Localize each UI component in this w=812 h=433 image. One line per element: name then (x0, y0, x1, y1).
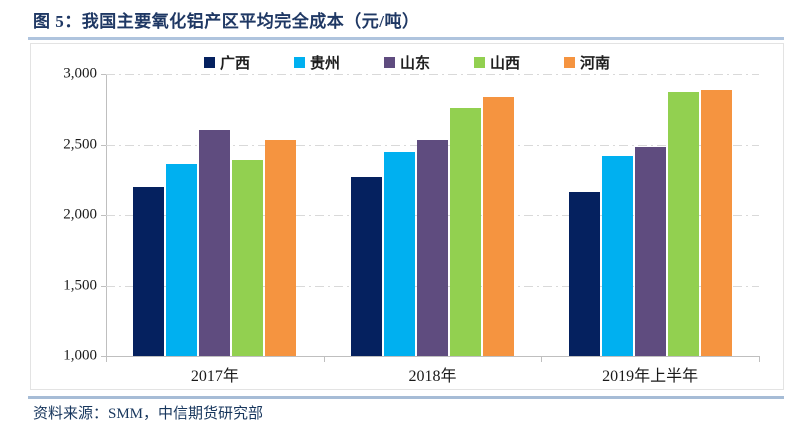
x-axis-tick (106, 356, 107, 362)
bar-河南-2019年上半年 (700, 89, 732, 356)
legend-swatch-icon (564, 57, 576, 68)
bar-山西-2018年 (449, 107, 481, 356)
legend-label: 广西 (219, 56, 250, 72)
bar-山西-2019年上半年 (667, 92, 699, 356)
source-note: 资料来源：SMM，中信期货研究部 (33, 406, 264, 422)
legend-item-山西: 山西 (474, 52, 520, 73)
y-axis-tick-label: 1,500 (63, 277, 97, 293)
x-axis-label: 2018年 (408, 368, 457, 385)
legend-item-河南: 河南 (564, 52, 610, 73)
x-axis-line (106, 356, 759, 357)
bar-河南-2018年 (482, 96, 514, 356)
chart-area: 广西 贵州 山东 山西 河南 1,000 1,500 2,000 2,500 3,000 2017… (30, 43, 784, 390)
legend-label: 山东 (399, 56, 430, 72)
bar-group-2019年上半年 (541, 74, 759, 356)
y-axis-tick-label: 2,000 (63, 206, 97, 223)
bar-贵州-2017年 (166, 164, 198, 356)
source-divider (28, 396, 784, 399)
y-axis-tick (101, 285, 106, 287)
legend-swatch-icon (203, 57, 215, 68)
legend-item-贵州: 贵州 (293, 52, 340, 73)
legend-swatch-icon (293, 57, 305, 68)
y-axis-tick (101, 144, 106, 146)
y-axis-tick (101, 356, 106, 357)
bar-河南-2017年 (265, 140, 297, 356)
legend-swatch-icon (383, 57, 395, 68)
y-axis-tick (101, 215, 106, 216)
legend-label: 山西 (490, 56, 521, 72)
legend-item-山东: 山东 (383, 52, 430, 73)
x-axis-tick (759, 356, 760, 362)
y-axis-tick-label: 1,000 (63, 347, 97, 364)
figure-title: 图 5：我国主要氧化铝产区平均完全成本（元/吨） (33, 12, 420, 31)
legend-swatch-icon (474, 57, 485, 68)
gridline (106, 74, 759, 75)
bar-山西-2017年 (232, 160, 264, 356)
bar-广西-2018年 (350, 176, 382, 356)
bar-贵州-2019年上半年 (601, 155, 633, 356)
bar-山东-2017年 (199, 130, 231, 356)
y-axis-tick-label: 2,500 (63, 136, 97, 152)
bar-广西-2017年 (133, 186, 165, 356)
legend-label: 贵州 (309, 56, 340, 72)
bar-group-2018年 (324, 74, 542, 356)
x-axis-tick (323, 356, 325, 362)
y-axis-tick-label: 3,000 (63, 65, 97, 82)
title-divider (28, 37, 784, 40)
bar-山东-2018年 (416, 140, 448, 356)
legend-item-广西: 广西 (203, 52, 250, 73)
plot-area: 1,000 1,500 2,000 2,500 3,000 2017年 2018年 2019年… (63, 66, 760, 385)
bar-山东-2019年上半年 (634, 147, 666, 356)
bar-贵州-2018年 (383, 151, 415, 356)
x-axis-label: 2019年上半年 (602, 368, 699, 385)
bar-广西-2019年上半年 (568, 192, 600, 356)
chart-legend: 广西 贵州 山东 山西 河南 (31, 52, 783, 73)
legend-label: 河南 (580, 56, 611, 72)
y-axis-tick (101, 74, 106, 75)
bar-group-2017年 (106, 74, 324, 356)
x-axis-tick (541, 356, 543, 362)
x-axis-label: 2017年 (190, 368, 239, 385)
